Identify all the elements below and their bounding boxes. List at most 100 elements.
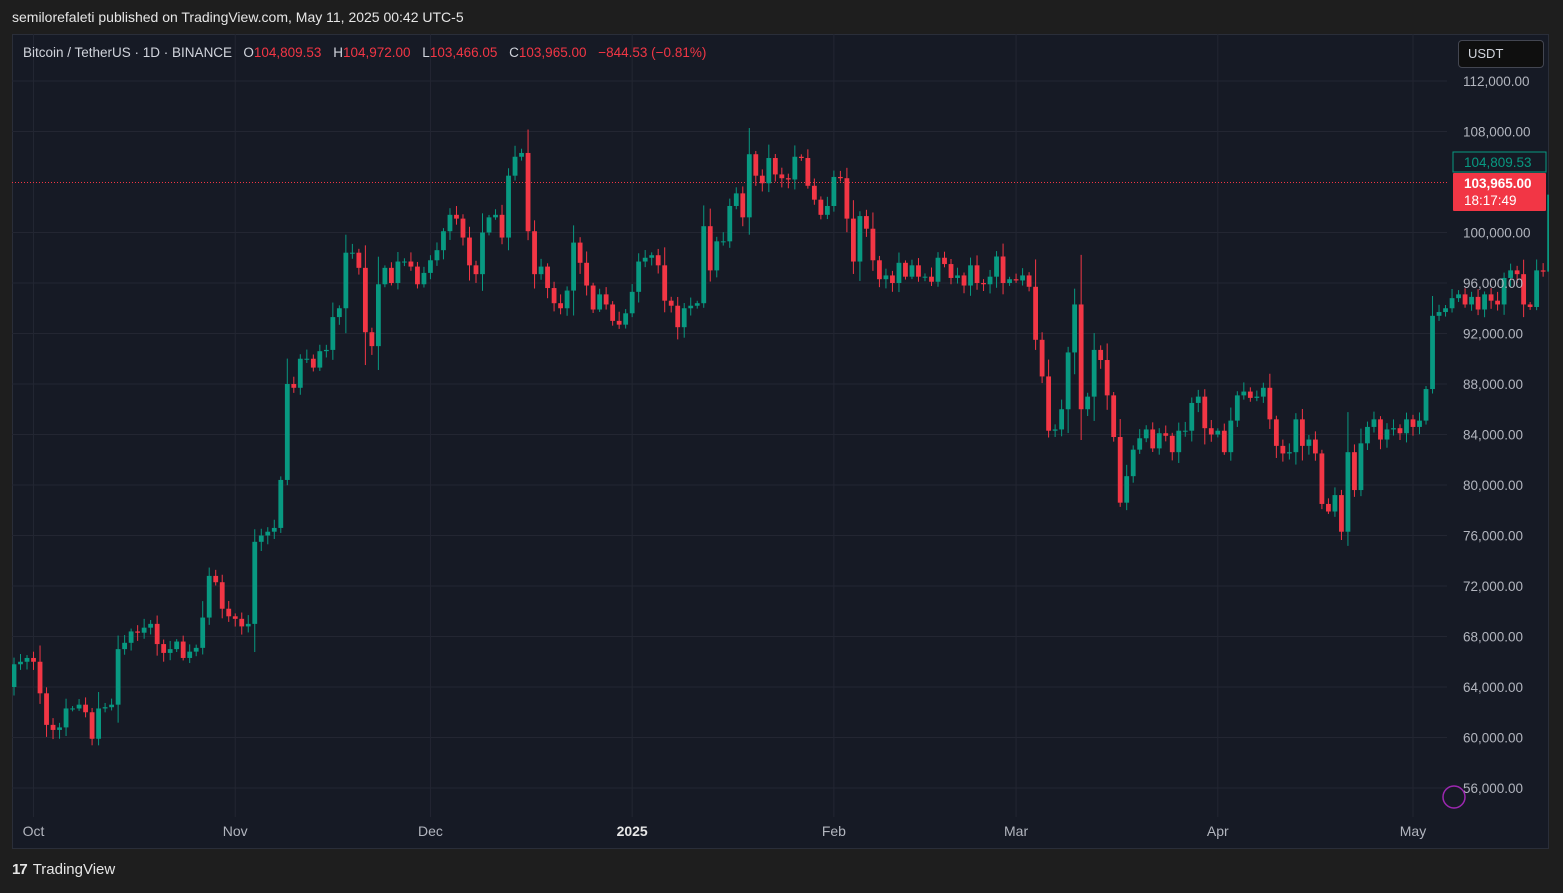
candle [564, 286, 570, 316]
candle [1306, 435, 1312, 455]
candle [1039, 332, 1045, 384]
candle-body [603, 294, 609, 305]
candle [1293, 413, 1299, 465]
candle-body [831, 176, 837, 206]
candle-body [1488, 294, 1494, 301]
candle [245, 615, 251, 633]
candle-body [877, 260, 882, 280]
candle [1326, 498, 1331, 514]
candle [31, 651, 36, 670]
candle-body [265, 531, 271, 536]
candle-body [564, 290, 570, 309]
candle [1247, 387, 1253, 402]
candle [389, 262, 394, 286]
candle-body [102, 707, 108, 709]
candle-body [987, 276, 993, 285]
candle [532, 220, 537, 289]
candle [870, 212, 876, 271]
candle [154, 615, 160, 656]
price-axis: 112,000.00 108,000.00 100,000.00 96,000.00 9… [1463, 74, 1531, 796]
candle [369, 327, 375, 355]
candle-body [12, 664, 17, 687]
candle [837, 170, 843, 182]
candle-body [284, 384, 290, 480]
candle-body [1215, 430, 1221, 435]
candle-body [779, 174, 785, 179]
last-price-tag: 103,965.00 [1464, 176, 1532, 191]
chart-panel[interactable] [12, 34, 1549, 849]
candle [727, 198, 733, 248]
candle-body [1078, 304, 1084, 410]
candle-body [389, 267, 394, 283]
candle [1423, 386, 1429, 425]
candle-body [916, 265, 921, 277]
candle-body [558, 303, 563, 309]
candle-body [942, 257, 947, 265]
candle [1462, 288, 1468, 308]
candle [1547, 194, 1549, 272]
candle-body [649, 255, 655, 258]
symbol-label[interactable]: Bitcoin / TetherUS · 1D · BINANCE [23, 45, 233, 60]
candle-body [890, 275, 895, 283]
candle [1065, 346, 1071, 434]
candle [1443, 304, 1448, 317]
candle-body [844, 178, 850, 219]
open-price-tag-box [1452, 151, 1547, 173]
candle-body [24, 657, 30, 662]
candle-body [200, 617, 206, 648]
tradingview-logo-icon: 17 [12, 861, 28, 878]
candle [141, 618, 147, 639]
candle [330, 302, 336, 360]
currency-button[interactable]: USDT [1458, 40, 1544, 68]
x-tick-label: Feb [822, 823, 846, 839]
candlestick-chart[interactable]: 112,000.00 108,000.00 100,000.00 96,000.00 9… [12, 34, 1549, 849]
candle [57, 722, 62, 739]
time-axis: Oct Nov Dec 2025 Feb Mar Apr May [23, 823, 1427, 839]
candle [1456, 290, 1461, 303]
candle-body [506, 175, 511, 238]
candle [818, 196, 824, 220]
candle-body [1430, 315, 1435, 390]
candle [1540, 263, 1546, 277]
candle-body [50, 724, 56, 730]
candle-body [154, 623, 160, 645]
candle [662, 247, 668, 313]
x-tick-label: Dec [418, 823, 443, 839]
candle [707, 208, 713, 282]
candle-body [571, 242, 577, 291]
candle-body [851, 218, 856, 262]
candle [1501, 272, 1507, 315]
candle-body [1091, 349, 1097, 397]
candle [590, 282, 596, 313]
candle-body [297, 358, 303, 388]
candle-body [441, 231, 446, 251]
candle [76, 699, 82, 711]
candle-body [974, 265, 980, 283]
candle-body [1273, 419, 1279, 446]
candle-body [545, 266, 550, 289]
candle-body [1508, 270, 1514, 278]
candle [506, 168, 511, 251]
candle [1104, 343, 1110, 410]
candle-body [402, 261, 407, 263]
y-tick-label: 108,000.00 [1463, 125, 1531, 140]
footer-brand[interactable]: 17 TradingView [12, 861, 115, 878]
candle-body [590, 285, 596, 310]
published-line: semilorefaleti published on TradingView.… [12, 9, 464, 25]
candle [551, 281, 557, 312]
candle [1482, 291, 1487, 318]
candle-body [148, 623, 154, 628]
y-tick-label: 100,000.00 [1463, 226, 1531, 241]
candle [408, 252, 414, 271]
candle [415, 261, 420, 289]
candle [284, 358, 290, 486]
y-tick-label: 72,000.00 [1463, 579, 1523, 594]
candle [610, 301, 616, 326]
candle-body [701, 226, 707, 304]
candle [1007, 276, 1012, 286]
candle-body [1247, 391, 1253, 398]
y-tick-label: 112,000.00 [1463, 74, 1530, 89]
candle-body [1501, 277, 1507, 305]
candle [1020, 268, 1025, 286]
candle-body [968, 265, 973, 286]
